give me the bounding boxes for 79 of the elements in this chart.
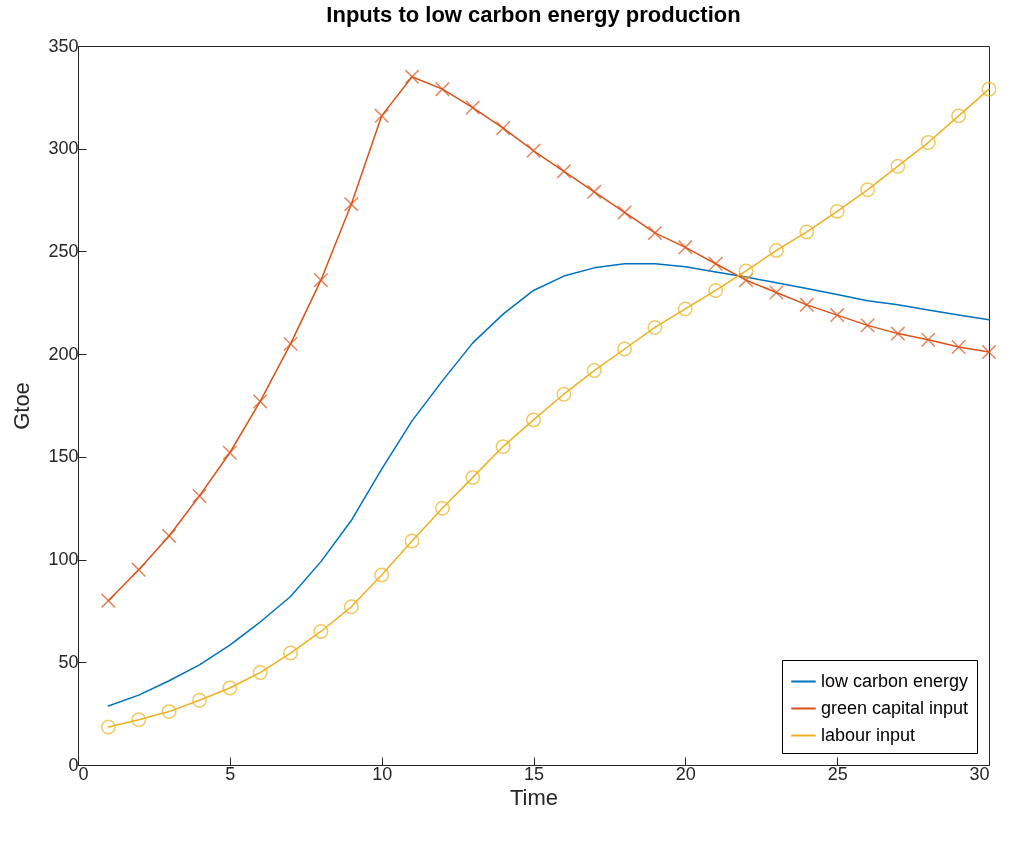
point bbox=[617, 204, 633, 220]
x-tick-label: 25 bbox=[827, 763, 848, 784]
point bbox=[404, 69, 420, 85]
chart-title: Inputs to low carbon energy production bbox=[326, 2, 741, 27]
x-tick-label: 15 bbox=[523, 763, 545, 784]
point bbox=[677, 239, 693, 255]
point bbox=[343, 599, 359, 615]
point bbox=[860, 182, 875, 198]
point bbox=[222, 680, 238, 696]
point bbox=[829, 203, 845, 219]
point bbox=[677, 301, 693, 317]
point bbox=[313, 272, 329, 288]
y-tick-label: 100 bbox=[48, 549, 79, 570]
point bbox=[100, 719, 116, 735]
point bbox=[465, 100, 481, 116]
x-tick-label: 20 bbox=[675, 763, 696, 784]
point bbox=[768, 242, 784, 258]
point bbox=[343, 196, 359, 212]
legend-label: labour input bbox=[821, 724, 916, 745]
point bbox=[374, 108, 390, 124]
point bbox=[465, 469, 481, 485]
point bbox=[556, 386, 572, 402]
point bbox=[829, 307, 845, 323]
point bbox=[161, 704, 177, 720]
point bbox=[526, 412, 541, 428]
point bbox=[374, 567, 390, 583]
point bbox=[586, 184, 602, 200]
point bbox=[556, 163, 572, 179]
point bbox=[252, 393, 268, 409]
y-tick-label: 200 bbox=[48, 343, 79, 364]
point bbox=[647, 225, 663, 241]
y-tick-label: 250 bbox=[48, 240, 79, 261]
legend-label: low carbon energy bbox=[821, 670, 969, 691]
point bbox=[951, 339, 967, 355]
point bbox=[738, 263, 754, 279]
point bbox=[495, 439, 511, 455]
point bbox=[161, 528, 177, 544]
y-tick-label: 300 bbox=[48, 138, 79, 159]
point bbox=[920, 332, 936, 348]
point bbox=[100, 593, 116, 609]
point bbox=[131, 712, 147, 728]
point bbox=[526, 143, 541, 159]
y-tick-label: 150 bbox=[48, 446, 79, 467]
point bbox=[434, 81, 450, 97]
point bbox=[495, 120, 511, 136]
point bbox=[586, 363, 602, 379]
point bbox=[738, 272, 754, 288]
point bbox=[708, 283, 724, 298]
y-axis-title: Gtoe bbox=[9, 382, 35, 430]
point bbox=[192, 488, 207, 504]
point bbox=[890, 158, 906, 174]
point bbox=[404, 533, 420, 549]
point bbox=[860, 317, 875, 333]
y-tick-label: 350 bbox=[48, 35, 79, 56]
point bbox=[252, 665, 268, 680]
point bbox=[283, 645, 299, 661]
point bbox=[647, 319, 663, 335]
x-tick-label: 30 bbox=[969, 763, 990, 784]
x-tick-label: 10 bbox=[372, 763, 393, 784]
point bbox=[283, 336, 299, 352]
point bbox=[951, 108, 967, 124]
point bbox=[434, 500, 450, 516]
legend-label: green capital input bbox=[821, 697, 969, 718]
point bbox=[890, 326, 906, 342]
point bbox=[799, 297, 815, 313]
point bbox=[981, 81, 997, 97]
point bbox=[920, 135, 936, 150]
point bbox=[708, 256, 724, 272]
x-tick-label: 5 bbox=[225, 763, 236, 784]
point bbox=[222, 445, 238, 461]
point bbox=[617, 341, 633, 357]
point bbox=[131, 562, 147, 578]
point bbox=[192, 692, 207, 708]
point bbox=[768, 285, 784, 300]
point bbox=[981, 344, 997, 360]
x-axis-title: Time bbox=[509, 784, 559, 810]
y-tick-label: 50 bbox=[58, 651, 79, 672]
point bbox=[799, 224, 815, 240]
point bbox=[313, 624, 329, 639]
